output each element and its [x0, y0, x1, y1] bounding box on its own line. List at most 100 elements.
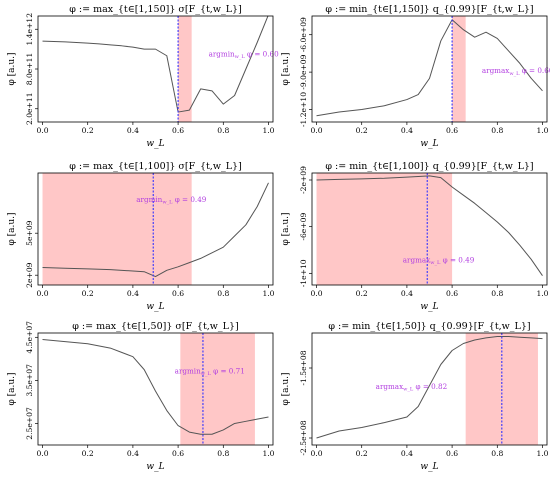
- x-tick-label: 0.4: [401, 126, 413, 135]
- x-tick-label: 0.6: [446, 449, 458, 458]
- x-tick-label: 0.4: [127, 126, 139, 135]
- y-tick-label: 4.5e+07: [25, 321, 34, 354]
- annotation-subscript: w_L: [403, 387, 414, 393]
- chart-title: φ := min_{t∈[1,100]} q_{0.99}[F_{t,w_L}]: [325, 161, 533, 172]
- y-tick-label: -2e+09: [299, 166, 308, 194]
- series-line: [42, 338, 269, 435]
- annotation-subscript: w_L: [235, 54, 246, 60]
- y-axis-label: φ [a.u.]: [7, 52, 17, 85]
- x-tick-label: 0.8: [491, 289, 503, 298]
- series-line: [316, 336, 543, 439]
- y-axis-label: φ [a.u.]: [7, 212, 17, 245]
- y-tick-label: -1.2e+10: [299, 92, 308, 127]
- x-tick-label: 0.0: [310, 126, 322, 135]
- x-tick-label: 1.0: [536, 126, 548, 135]
- x-tick-label: 0.2: [82, 449, 94, 458]
- annotation-value: φ = 0.49: [440, 256, 474, 265]
- annotation-value: φ = 0.49: [172, 195, 206, 204]
- series-line: [42, 182, 269, 278]
- x-tick-label: 0.2: [356, 289, 368, 298]
- annotation-subscript: w_L: [430, 260, 441, 266]
- chart-title: φ := min_{t∈[1,150]} q_{0.99}[F_{t,w_L}]: [325, 4, 533, 15]
- y-axis-label: φ [a.u.]: [281, 52, 291, 85]
- y-tick-label: 2.0e+11: [25, 92, 34, 125]
- x-tick-label: 0.2: [356, 449, 368, 458]
- optimum-annotation: argminw_L φ = 0.49: [136, 195, 207, 206]
- x-tick-label: 1.0: [262, 289, 274, 298]
- chart-title: φ := max_{t∈[1,100]} σ[F_{t,w_L}]: [69, 161, 242, 172]
- y-tick-label: 5e+09: [25, 220, 34, 246]
- highlight-band: [180, 333, 255, 445]
- y-axis-label: φ [a.u.]: [7, 372, 17, 405]
- plot-frame: [37, 172, 274, 286]
- series-line: [42, 16, 269, 113]
- optimum-annotation: argmaxw_L φ = 0.49: [403, 256, 475, 267]
- optimum-annotation: argmaxw_L φ = 0.82: [376, 382, 448, 393]
- x-tick-label: 0.6: [446, 289, 458, 298]
- y-tick-label: -1e+10: [299, 259, 308, 287]
- x-axis-label: w_L: [420, 462, 438, 472]
- x-tick-label: 0.6: [172, 126, 184, 135]
- chart-panel-1: argminw_L φ = 0.600.0 0.2 0.4 0.6 0.8 1.02.0e…: [7, 4, 279, 149]
- x-tick-label: 0.6: [172, 289, 184, 298]
- x-tick-label: 0.0: [36, 126, 48, 135]
- x-tick-label: 0.8: [217, 289, 229, 298]
- x-tick-label: 0.2: [356, 126, 368, 135]
- chart-title: φ := min_{t∈[1,50]} q_{0.99}[F_{t,w_L}]: [328, 321, 530, 332]
- y-tick-label: -9.0e+09: [299, 54, 308, 89]
- x-tick-label: 0.4: [401, 449, 413, 458]
- annotation-value: φ = 0.71: [211, 366, 245, 375]
- x-tick-label: 0.6: [446, 126, 458, 135]
- y-axis-label: φ [a.u.]: [281, 212, 291, 245]
- highlight-band: [452, 16, 466, 122]
- plot-frame: [37, 15, 274, 123]
- chart-title: φ := max_{t∈[1,150]} σ[F_{t,w_L}]: [69, 4, 242, 15]
- y-tick-label: -1.5e+08: [299, 350, 308, 385]
- y-tick-label: 2.5e+07: [25, 407, 34, 440]
- x-tick-label: 0.4: [401, 289, 413, 298]
- x-tick-label: 0.2: [82, 289, 94, 298]
- x-tick-label: 0.6: [172, 449, 184, 458]
- optimum-annotation: argmaxw_L φ = 0.60: [482, 66, 550, 77]
- x-tick-label: 1.0: [262, 449, 274, 458]
- x-tick-label: 1.0: [262, 126, 274, 135]
- x-axis-label: w_L: [146, 462, 164, 472]
- annotation-operator: argmax: [376, 382, 403, 391]
- plot-frame: [311, 15, 548, 123]
- chart-panel-6: argmaxw_L φ = 0.820.0 0.2 0.4 0.6 0.8 1.0-2.5…: [281, 321, 549, 472]
- x-axis-label: w_L: [146, 139, 164, 149]
- annotation-operator: argmin: [175, 366, 201, 375]
- x-tick-label: 1.0: [536, 449, 548, 458]
- y-tick-label: 8.0e+11: [25, 53, 34, 86]
- annotation-subscript: w_L: [201, 371, 212, 377]
- annotation-operator: argmin: [209, 49, 235, 58]
- annotation-operator: argmax: [482, 66, 509, 75]
- highlight-band: [178, 16, 192, 122]
- y-axis-label: φ [a.u.]: [281, 372, 291, 405]
- x-tick-label: 0.8: [491, 126, 503, 135]
- x-tick-label: 0.8: [491, 449, 503, 458]
- x-axis-label: w_L: [146, 302, 164, 312]
- y-tick-label: -2.5e+08: [299, 420, 308, 455]
- annotation-value: φ = 0.60: [245, 49, 279, 58]
- chart-title: φ := max_{t∈[1,50]} σ[F_{t,w_L}]: [72, 321, 239, 332]
- x-axis-label: w_L: [420, 139, 438, 149]
- annotation-subscript: w_L: [509, 71, 520, 77]
- chart-panel-2: argmaxw_L φ = 0.60 0.0 0.2 0.4 0.6 0.8 1.0 -1.2…: [281, 4, 550, 149]
- annotation-value: φ = 0.82: [413, 382, 447, 391]
- x-tick-label: 0.0: [310, 289, 322, 298]
- highlight-band: [316, 173, 453, 285]
- plot-frame: [37, 332, 274, 446]
- y-tick-label: -6.0e+09: [299, 17, 308, 52]
- plot-frame: [311, 332, 548, 446]
- chart-panel-4: argmaxw_L φ = 0.490.0 0.2 0.4 0.6 0.8 1.0-2e+…: [281, 161, 549, 312]
- y-tick-label: 3.5e+07: [25, 364, 34, 397]
- x-axis-label: w_L: [420, 302, 438, 312]
- x-tick-label: 0.4: [127, 289, 139, 298]
- x-tick-label: 0.0: [310, 449, 322, 458]
- x-tick-label: 0.8: [217, 126, 229, 135]
- y-tick-label: 2e+09: [25, 262, 34, 288]
- chart-panel-5: argminw_L φ = 0.710.0 0.2 0.4 0.6 0.8 1.02.5e…: [7, 321, 275, 472]
- x-tick-label: 0.2: [82, 126, 94, 135]
